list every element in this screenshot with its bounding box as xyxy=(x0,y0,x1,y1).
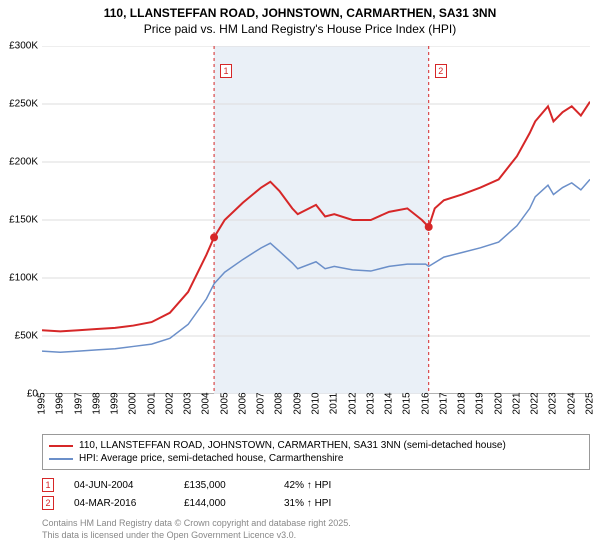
x-tick-label: 2000 xyxy=(128,392,139,414)
sale-row: 2 04-MAR-2016 £144,000 31% ↑ HPI xyxy=(42,494,590,512)
sale-marker: 2 xyxy=(42,496,54,510)
x-tick-label: 1999 xyxy=(110,392,121,414)
chart-area: £0£50K£100K£150K£200K£250K£300K 19951996… xyxy=(42,46,590,416)
sale-row: 1 04-JUN-2004 £135,000 42% ↑ HPI xyxy=(42,476,590,494)
title-block: 110, LLANSTEFFAN ROAD, JOHNSTOWN, CARMAR… xyxy=(0,0,600,40)
x-tick-label: 2006 xyxy=(237,392,248,414)
chart-container: 110, LLANSTEFFAN ROAD, JOHNSTOWN, CARMAR… xyxy=(0,0,600,560)
footer-line2: This data is licensed under the Open Gov… xyxy=(42,530,351,542)
x-tick-label: 2001 xyxy=(146,392,157,414)
y-tick-label: £200K xyxy=(9,157,38,168)
sale-hpi: 42% ↑ HPI xyxy=(284,480,384,491)
x-tick-label: 2004 xyxy=(201,392,212,414)
footer: Contains HM Land Registry data © Crown c… xyxy=(42,518,351,541)
sale-price: £144,000 xyxy=(184,498,264,509)
sale-marker: 1 xyxy=(42,478,54,492)
y-tick-label: £150K xyxy=(9,215,38,226)
x-tick-label: 2008 xyxy=(274,392,285,414)
legend: 110, LLANSTEFFAN ROAD, JOHNSTOWN, CARMAR… xyxy=(42,434,590,470)
sale-date: 04-JUN-2004 xyxy=(74,480,164,491)
x-tick-label: 2007 xyxy=(256,392,267,414)
x-tick-label: 2019 xyxy=(475,392,486,414)
x-tick-label: 2003 xyxy=(183,392,194,414)
x-tick-label: 2012 xyxy=(347,392,358,414)
plot xyxy=(42,46,590,394)
x-tick-label: 1997 xyxy=(73,392,84,414)
x-tick-label: 2002 xyxy=(164,392,175,414)
x-tick-label: 2021 xyxy=(511,392,522,414)
legend-swatch xyxy=(49,458,73,460)
x-tick-label: 2015 xyxy=(402,392,413,414)
chart-svg xyxy=(42,46,590,394)
x-tick-label: 2020 xyxy=(493,392,504,414)
x-tick-label: 2023 xyxy=(548,392,559,414)
y-tick-label: £250K xyxy=(9,99,38,110)
title-subtitle: Price paid vs. HM Land Registry's House … xyxy=(10,22,590,36)
x-tick-label: 1995 xyxy=(37,392,48,414)
x-tick-label: 2024 xyxy=(566,392,577,414)
footer-line1: Contains HM Land Registry data © Crown c… xyxy=(42,518,351,530)
sale-price: £135,000 xyxy=(184,480,264,491)
legend-item-hpi: HPI: Average price, semi-detached house,… xyxy=(49,452,583,465)
sales-table: 1 04-JUN-2004 £135,000 42% ↑ HPI 2 04-MA… xyxy=(42,476,590,512)
chart-marker-label: 2 xyxy=(435,64,447,78)
x-tick-label: 1998 xyxy=(91,392,102,414)
y-tick-label: £100K xyxy=(9,273,38,284)
x-tick-label: 2018 xyxy=(457,392,468,414)
sale-hpi: 31% ↑ HPI xyxy=(284,498,384,509)
sale-date: 04-MAR-2016 xyxy=(74,498,164,509)
x-tick-label: 1996 xyxy=(55,392,66,414)
legend-swatch xyxy=(49,445,73,447)
x-tick-label: 2016 xyxy=(420,392,431,414)
y-tick-label: £50K xyxy=(15,331,38,342)
x-tick-label: 2014 xyxy=(384,392,395,414)
x-tick-label: 2009 xyxy=(292,392,303,414)
y-tick-label: £300K xyxy=(9,41,38,52)
legend-item-property: 110, LLANSTEFFAN ROAD, JOHNSTOWN, CARMAR… xyxy=(49,439,583,452)
x-tick-label: 2022 xyxy=(530,392,541,414)
x-tick-label: 2013 xyxy=(365,392,376,414)
x-tick-label: 2011 xyxy=(329,393,340,415)
x-tick-label: 2010 xyxy=(311,392,322,414)
title-address: 110, LLANSTEFFAN ROAD, JOHNSTOWN, CARMAR… xyxy=(10,6,590,20)
legend-label: HPI: Average price, semi-detached house,… xyxy=(79,453,343,464)
x-tick-label: 2025 xyxy=(585,392,596,414)
x-tick-label: 2005 xyxy=(219,392,230,414)
x-tick-label: 2017 xyxy=(438,392,449,414)
chart-marker-label: 1 xyxy=(220,64,232,78)
legend-label: 110, LLANSTEFFAN ROAD, JOHNSTOWN, CARMAR… xyxy=(79,440,506,451)
